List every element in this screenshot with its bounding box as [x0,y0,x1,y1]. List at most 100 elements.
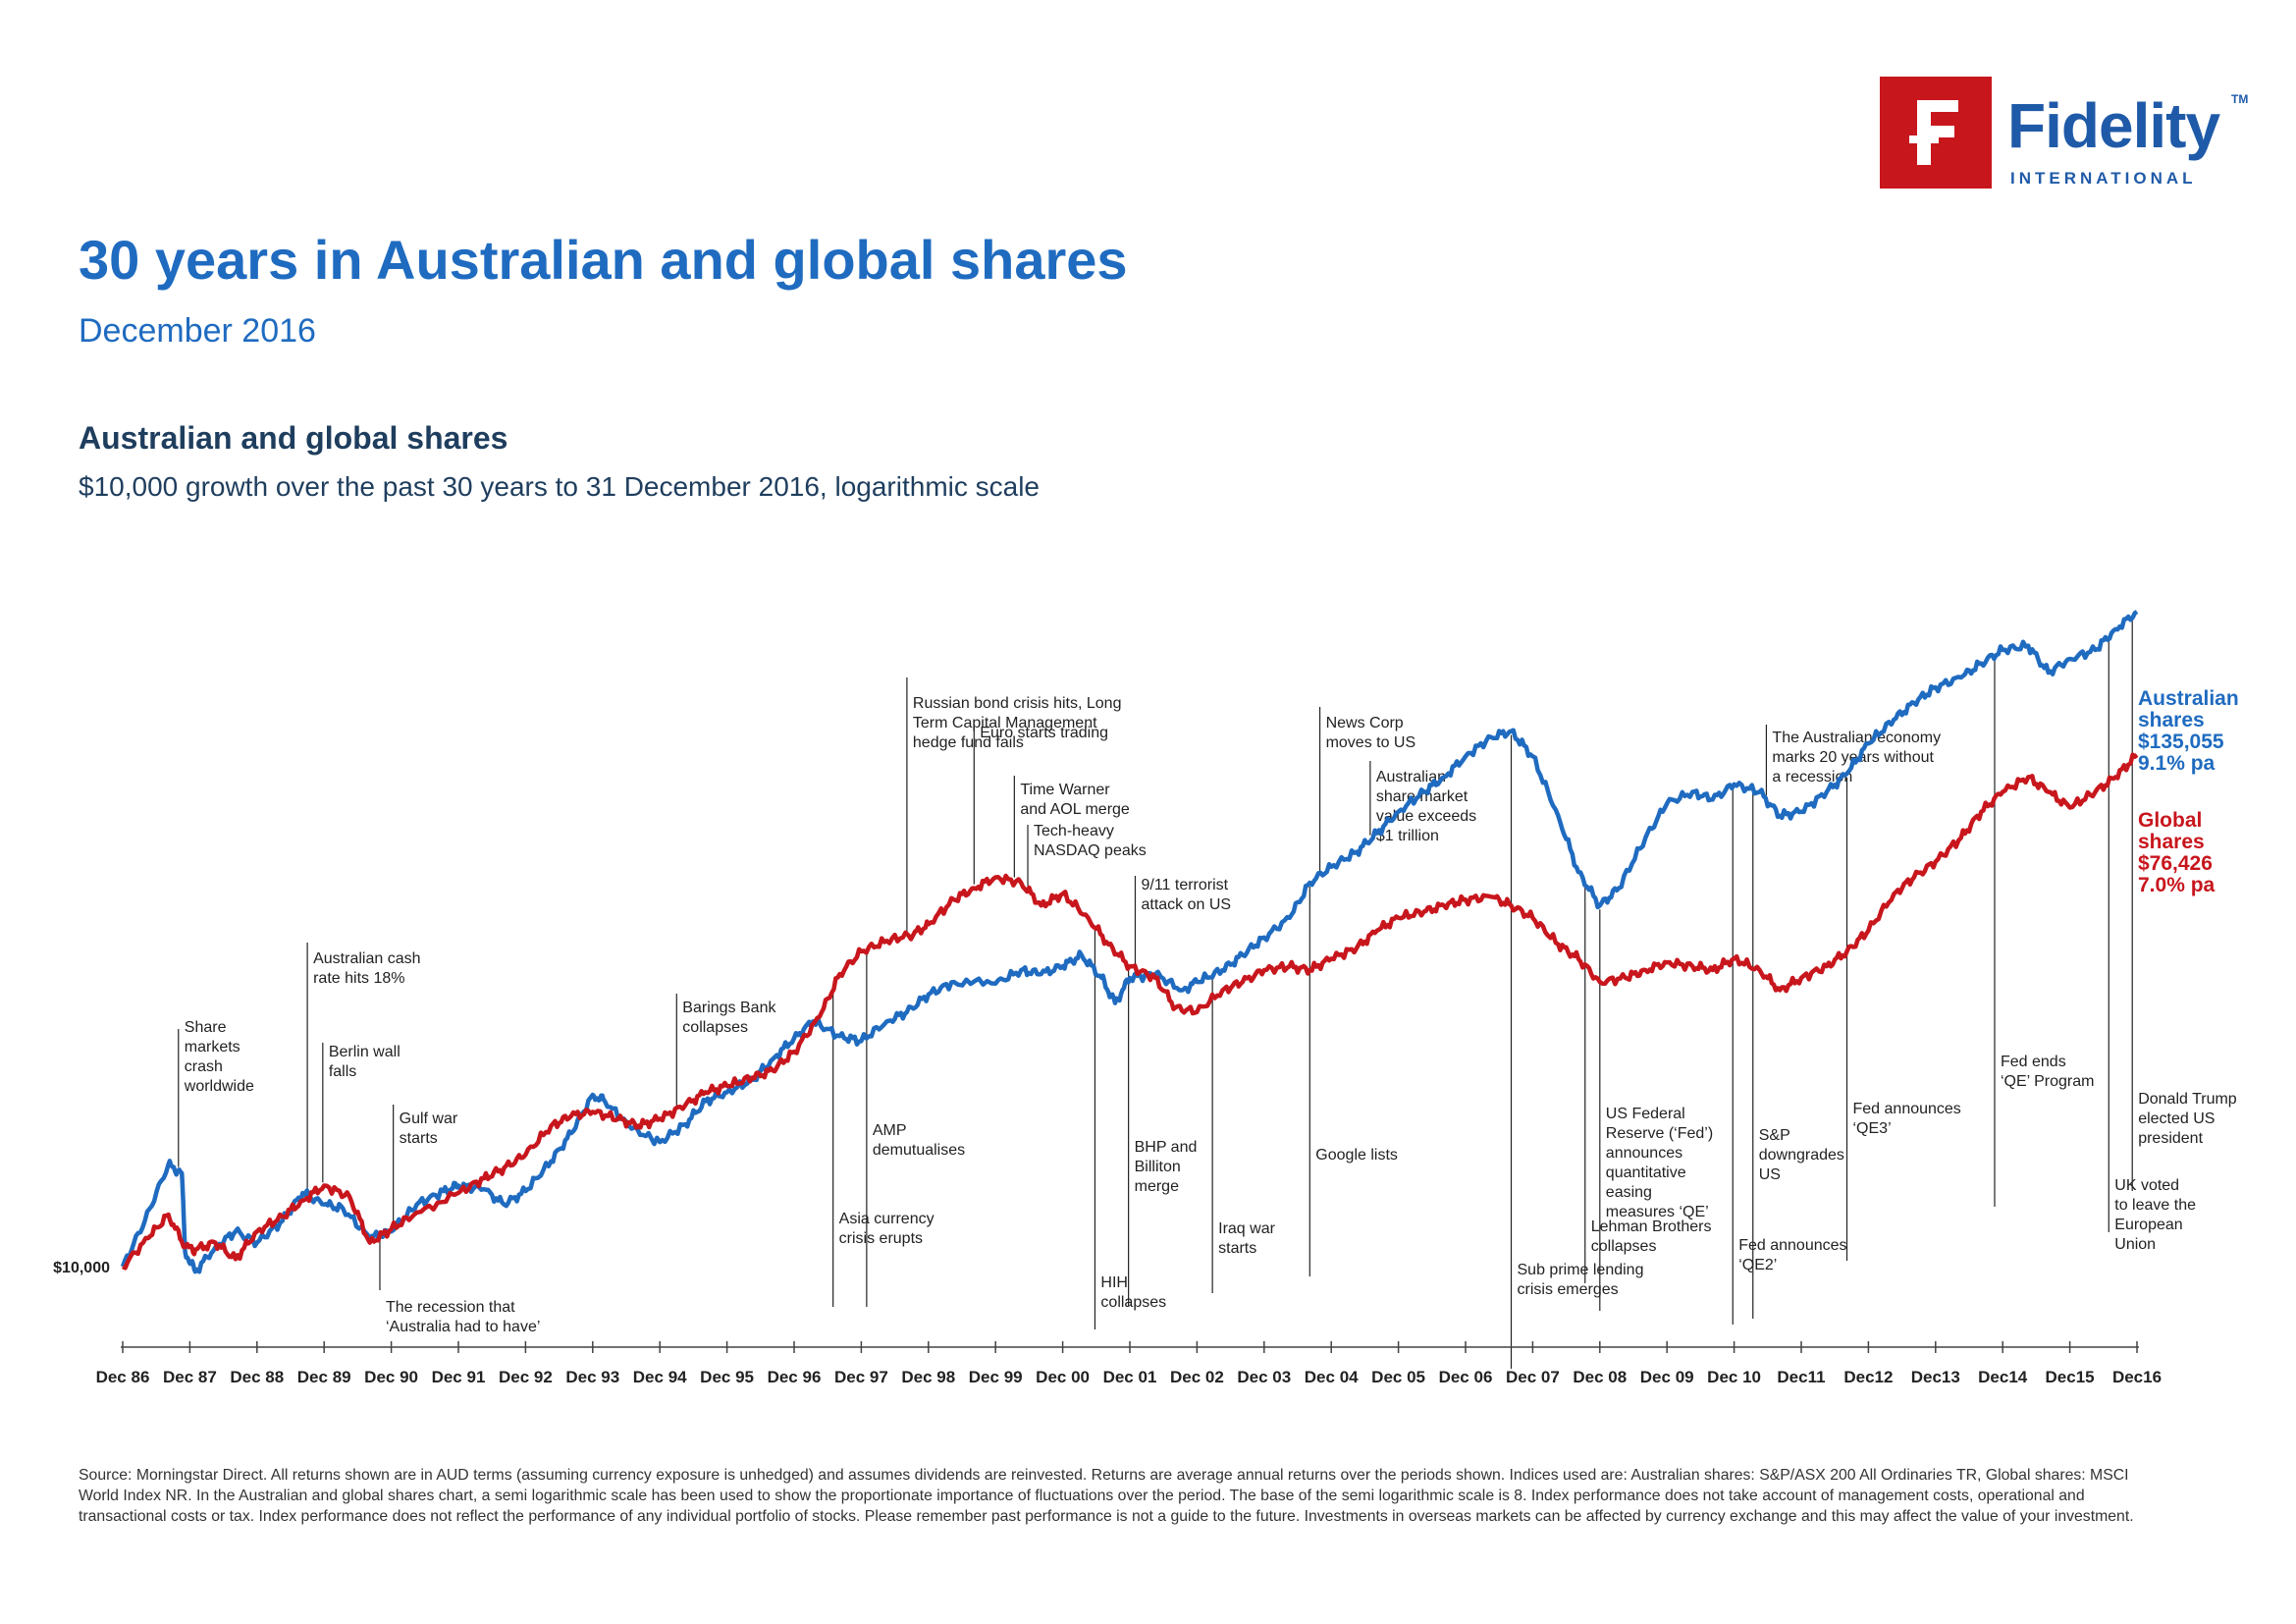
x-tick-label: Dec 94 [633,1368,687,1386]
annotation-6: Asia currency crisis erupts [832,991,934,1307]
x-tick-label: Dec 09 [1640,1368,1694,1386]
annotation-text: attack on US [1141,896,1231,913]
annotation-text: Australian [1376,769,1446,785]
annotation-8: Russian bond crisis hits, Long Term Capit… [906,677,1122,933]
annotation-9: Euro starts trading [973,725,1108,885]
annotation-28: Donald Trump elected US president [2131,619,2237,1191]
x-tick-label: Dec 05 [1371,1368,1425,1386]
annotation-text: Russian bond crisis hits, Long [913,695,1122,712]
annotation-5: Barings Bank collapses [675,994,776,1107]
annotation-text: easing [1606,1184,1652,1201]
series-layer [120,610,2139,1274]
chart-subtitle: $10,000 growth over the past 30 years to… [79,471,1041,502]
annotation-text: ‘QE2’ [1738,1257,1777,1273]
chart-title: Australian and global shares [79,420,508,456]
annotation-text: S&P [1759,1127,1790,1144]
annotation-text: crash [185,1058,223,1075]
end-label-global: Global [2138,809,2202,832]
annotation-text: ‘Australia had to have’ [386,1319,540,1335]
annotation-text: Union [2114,1236,2156,1253]
annotation-text: starts [1218,1240,1256,1257]
annotation-text: Iraq war [1218,1220,1275,1237]
end-label-global: $76,426 [2138,852,2213,875]
annotation-text: moves to US [1326,734,1416,751]
annotation-text: Term Capital Management [913,715,1097,731]
end-label-australian: $135,055 [2138,731,2224,753]
x-tick-label: Dec 98 [901,1368,955,1386]
series-line-australian [120,610,2139,1274]
annotation-text: Time Warner [1020,782,1110,798]
annotation-1: Australian cash rate hits 18% [306,943,420,1192]
annotation-text: president [2138,1130,2203,1147]
source-footnote: Source: Morningstar Direct. All returns … [79,1467,2134,1525]
fidelity-f-icon [1880,77,1992,189]
line-chart: Share markets crash worldwide Australian cas… [53,610,2239,1386]
annotation-text: Asia currency [839,1211,934,1227]
annotation-12: 9/11 terrorist attack on US [1134,876,1231,965]
annotation-text: ‘QE3’ [1853,1120,1892,1137]
annotation-text: AMP [873,1122,907,1139]
annotation-text: Fed announces [1853,1101,1961,1117]
x-tick-label: Dec11 [1777,1368,1825,1386]
x-tick-label: Dec 90 [364,1368,418,1386]
annotation-text: Tech-heavy [1034,823,1114,839]
annotation-text: European [2114,1217,2182,1233]
annotation-text: collapses [682,1019,748,1036]
page-title: 30 years in Australian and global shares [79,229,1128,291]
annotation-13: HIH collapses [1094,930,1166,1329]
annotation-text: worldwide [184,1078,254,1095]
annotation-23: S&P downgrades US [1752,793,1844,1319]
annotation-text: Share [185,1019,227,1036]
x-tick-label: Dec 96 [768,1368,822,1386]
x-tick-label: Dec 10 [1707,1368,1761,1386]
x-tick-label: Dec 02 [1170,1368,1224,1386]
x-tick-label: Dec 00 [1036,1368,1090,1386]
x-tick-label: Dec 95 [700,1368,754,1386]
annotation-11: Tech-heavy NASDAQ peaks [1027,823,1147,887]
annotation-16: Google lists [1308,886,1398,1276]
annotation-text: Gulf war [400,1110,458,1127]
annotation-2: Berlin wall falls [322,1043,400,1183]
annotation-text: hedge fund fails [913,734,1024,751]
annotation-text: Google lists [1315,1147,1398,1164]
annotation-4: The recession that ‘Australia had to have… [379,1238,540,1335]
annotation-text: a recession [1772,769,1852,785]
end-label-global: shares [2138,831,2205,853]
annotation-0: Share markets crash worldwide [178,1019,254,1167]
annotation-26: Fed ends ‘QE’ Program [1994,658,2094,1207]
annotation-text: The Australian economy [1772,730,1941,746]
annotation-text: falls [329,1063,356,1080]
annotation-text: markets [185,1039,240,1056]
annotation-text: collapses [1591,1238,1657,1255]
annotation-3: Gulf war starts [393,1105,458,1224]
x-tick-label: Dec 93 [565,1368,619,1386]
annotation-text: ‘QE’ Program [2001,1073,2094,1090]
page-date: December 2016 [79,312,316,350]
annotation-text: Sub prime lending [1518,1262,1644,1278]
annotation-text: $1 trillion [1376,828,1439,844]
x-tick-label: Dec 07 [1506,1368,1560,1386]
annotation-text: share market [1376,788,1468,805]
logo-trademark: TM [2231,92,2249,106]
x-tick-label: Dec 08 [1573,1368,1627,1386]
annotations-layer: Share markets crash worldwide Australian cas… [178,619,2237,1369]
x-tick-label: Dec 87 [163,1368,217,1386]
x-tick-label: Dec 99 [969,1368,1023,1386]
x-tick-label: Dec 86 [96,1368,150,1386]
annotation-15: Iraq war starts [1211,978,1276,1293]
annotation-text: starts [400,1130,438,1147]
annotation-text: NASDAQ peaks [1034,842,1147,859]
annotation-text: announces [1606,1145,1682,1162]
end-label-australian: Australian [2138,687,2239,710]
annotation-text: Australian cash [313,950,420,967]
annotation-text: quantitative [1606,1164,1686,1181]
x-tick-label: Dec 01 [1103,1368,1157,1386]
annotation-text: The recession that [386,1299,515,1316]
fidelity-logo: Fidelity TM INTERNATIONAL [1880,77,2253,189]
annotation-text: Billiton [1135,1159,1181,1175]
annotation-17: News Corp moves to US [1318,707,1416,872]
annotation-text: demutualises [873,1142,965,1159]
x-tick-label: Dec 92 [499,1368,553,1386]
